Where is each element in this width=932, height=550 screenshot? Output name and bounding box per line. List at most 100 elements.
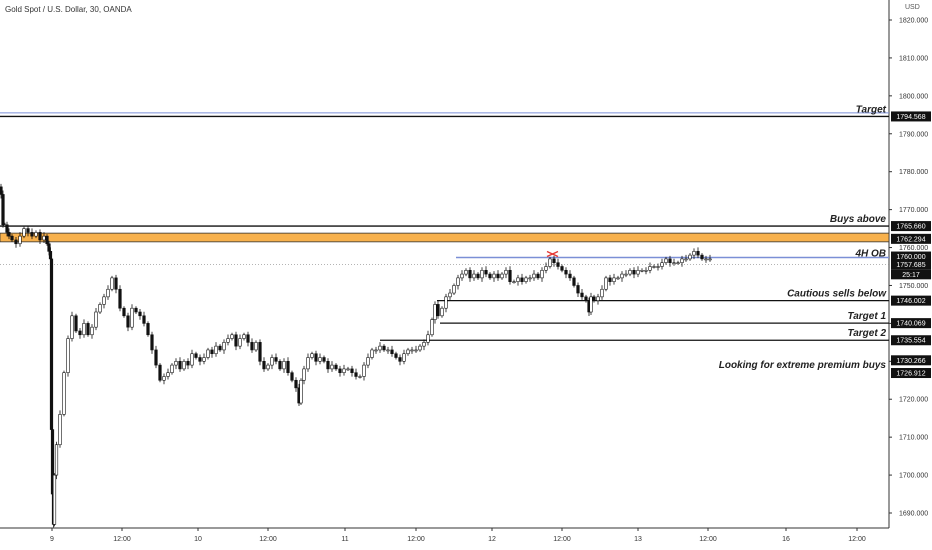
candle-body bbox=[684, 258, 688, 261]
candle-body bbox=[532, 273, 536, 279]
candle-body bbox=[362, 364, 366, 377]
candle-body bbox=[74, 315, 78, 332]
candle-body bbox=[468, 269, 472, 279]
candle-body bbox=[146, 323, 150, 336]
level-label: Cautious sells below bbox=[787, 289, 887, 300]
candle-body bbox=[436, 304, 440, 317]
price-badge-label: 1762.294 bbox=[896, 236, 925, 243]
candle-body bbox=[70, 315, 74, 339]
candle-body bbox=[98, 304, 102, 313]
candle-body bbox=[548, 258, 552, 267]
candle-body bbox=[286, 361, 290, 373]
candle-body bbox=[5, 224, 9, 233]
candle-body bbox=[692, 251, 696, 256]
price-badge bbox=[891, 295, 931, 306]
candle-body bbox=[138, 311, 142, 317]
candle-body bbox=[278, 361, 282, 370]
price-badge bbox=[891, 251, 931, 262]
candle-body bbox=[516, 277, 520, 282]
candle-body bbox=[58, 414, 62, 446]
candle-body bbox=[636, 269, 640, 275]
candle-body bbox=[528, 277, 532, 280]
candle-body bbox=[476, 273, 480, 279]
candle-body bbox=[604, 277, 608, 290]
candle-body bbox=[66, 338, 70, 373]
candle-body bbox=[122, 307, 126, 317]
candle-body bbox=[452, 285, 456, 294]
x-tick-label: 12:00 bbox=[848, 536, 866, 543]
candle-body bbox=[330, 364, 334, 370]
candle-body bbox=[608, 277, 612, 282]
x-tick-label: 12:00 bbox=[407, 536, 425, 543]
candle-body bbox=[512, 281, 516, 283]
candle-body bbox=[346, 368, 350, 371]
candle-body bbox=[672, 262, 676, 265]
candle-body bbox=[572, 277, 576, 286]
candle-body bbox=[270, 357, 274, 366]
candle-body bbox=[422, 342, 426, 347]
candle-body bbox=[142, 315, 146, 324]
candle-body bbox=[374, 349, 378, 352]
candle-body bbox=[354, 372, 358, 377]
price-badge bbox=[891, 259, 931, 270]
candle-body bbox=[338, 368, 342, 373]
candle-body bbox=[299, 379, 303, 404]
candle-body bbox=[520, 277, 524, 282]
candle-body bbox=[34, 232, 38, 237]
candle-body bbox=[226, 338, 230, 343]
candle-body bbox=[214, 345, 218, 355]
candle-body bbox=[456, 277, 460, 286]
candle-body bbox=[294, 379, 298, 389]
x-tick-label: 9 bbox=[50, 536, 54, 543]
candle-body bbox=[22, 228, 26, 237]
candle-body bbox=[94, 311, 98, 328]
candle-body bbox=[242, 334, 246, 339]
candle-body bbox=[86, 323, 90, 336]
candle-body bbox=[190, 353, 194, 366]
candle-body bbox=[222, 342, 226, 351]
currency-label: USD bbox=[905, 4, 920, 11]
price-badge-label: 1746.002 bbox=[896, 298, 925, 305]
candle-body bbox=[652, 266, 656, 268]
candle-body bbox=[154, 349, 158, 366]
price-badge-label: 1757.685 bbox=[896, 262, 925, 269]
candle-body bbox=[524, 277, 528, 282]
candle-body bbox=[402, 353, 406, 362]
candle-body bbox=[584, 296, 588, 301]
candle-body bbox=[500, 273, 504, 279]
candle-body bbox=[78, 330, 82, 336]
candle-body bbox=[544, 266, 548, 271]
candle-body bbox=[1, 194, 5, 226]
candle-body bbox=[576, 285, 580, 294]
candle-body bbox=[556, 262, 560, 267]
orange-zone bbox=[0, 232, 890, 243]
candle-body bbox=[318, 357, 322, 362]
price-badge bbox=[891, 355, 931, 366]
candle-body bbox=[640, 269, 644, 272]
candle-body bbox=[262, 361, 266, 370]
price-badge-label: 1760.000 bbox=[896, 254, 925, 261]
candle-body bbox=[282, 361, 286, 370]
candle-body bbox=[342, 368, 346, 373]
candle-body bbox=[632, 269, 636, 275]
candle-body bbox=[660, 262, 664, 267]
y-tick-label: 1760.000 bbox=[899, 245, 928, 252]
y-tick-label: 1780.000 bbox=[899, 169, 928, 176]
candle-body bbox=[656, 266, 660, 268]
candle-body bbox=[426, 334, 430, 343]
price-badge bbox=[891, 318, 931, 329]
candle-body bbox=[488, 273, 492, 279]
candle-body bbox=[45, 235, 49, 245]
candle-body bbox=[218, 345, 222, 351]
price-badge bbox=[891, 233, 931, 244]
candle-body bbox=[326, 361, 330, 370]
candle-body bbox=[302, 368, 306, 381]
candle-body bbox=[540, 269, 544, 279]
price-badge-label: 1730.266 bbox=[896, 358, 925, 365]
x-marker-stroke bbox=[546, 250, 559, 258]
candle-body bbox=[38, 232, 42, 241]
candle-body bbox=[464, 269, 468, 275]
y-tick-label: 1750.000 bbox=[899, 283, 928, 290]
candle-body bbox=[118, 288, 122, 309]
